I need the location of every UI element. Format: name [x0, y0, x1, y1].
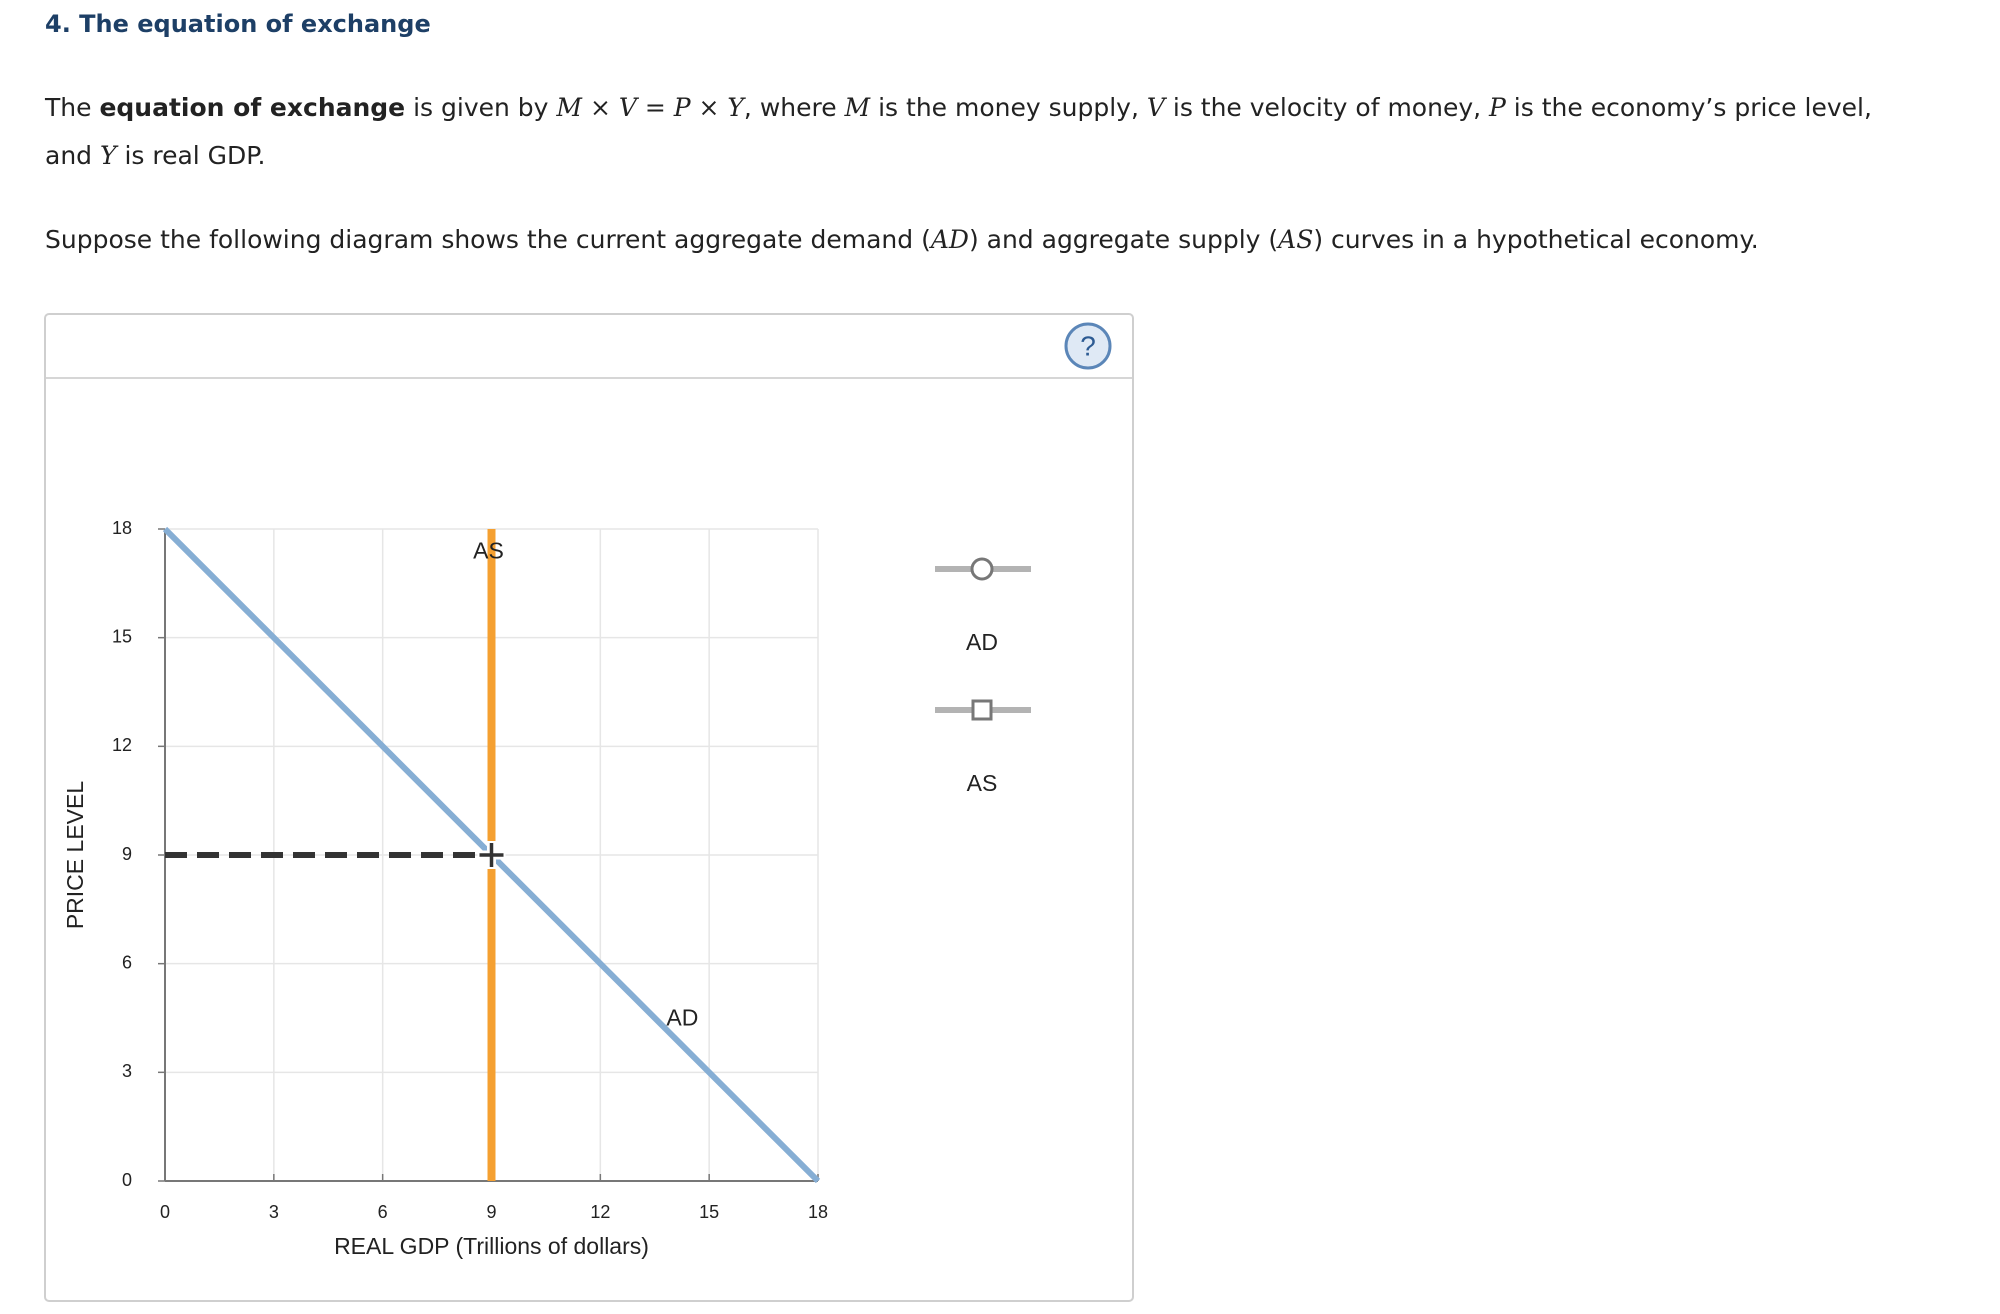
text: is the velocity of money,: [1164, 93, 1490, 122]
paragraph: The equation of exchange is given by M ×…: [45, 84, 1925, 180]
help-icon[interactable]: [1064, 322, 1112, 370]
text: is given by: [405, 93, 557, 122]
y-tick-label: 12: [112, 735, 132, 755]
x-tick-label: 12: [590, 1202, 610, 1222]
bold-text: equation of exchange: [99, 93, 406, 122]
text: is the economy’s price level, and: [45, 93, 1872, 170]
y-tick-label: 6: [122, 952, 132, 972]
x-tick-label: 15: [699, 1202, 719, 1222]
equilibrium-marker: [479, 843, 504, 867]
y-axis-title: PRICE LEVEL: [62, 781, 88, 929]
math: M: [844, 93, 871, 122]
x-axis-title: REAL GDP (Trillions of dollars): [334, 1233, 649, 1259]
text: Suppose the following diagram shows the …: [45, 225, 931, 254]
help-icon-text[interactable]: ?: [1080, 330, 1096, 361]
palette-symbol: [970, 557, 994, 581]
y-tick-label: 0: [122, 1170, 132, 1190]
question-title: 4. The equation of exchange: [45, 10, 431, 38]
palette-tool[interactable]: AS: [935, 699, 1031, 796]
palette-symbol: [971, 699, 993, 721]
text: , where: [743, 93, 845, 122]
text: is real GDP.: [116, 141, 266, 170]
y-tick-label: 3: [122, 1061, 132, 1081]
y-tick-label: 9: [122, 844, 132, 864]
legend-label: AD: [966, 629, 998, 655]
text: is the money supply,: [870, 93, 1147, 122]
x-tick-label: 6: [378, 1202, 388, 1222]
y-tick-label: 15: [112, 626, 132, 646]
curve-label: AD: [666, 1005, 698, 1031]
help-button[interactable]: ?: [1064, 322, 1112, 370]
curve-label: AS: [473, 538, 504, 564]
x-tick-label: 0: [160, 1202, 170, 1222]
math: Y: [99, 141, 117, 170]
text: ) and aggregate supply (: [968, 225, 1279, 254]
x-tick-label: 9: [486, 1202, 496, 1222]
text: The: [45, 93, 100, 122]
math: M × V = P × Y: [556, 93, 744, 122]
paragraph: Suppose the following diagram shows the …: [45, 216, 1925, 264]
x-tick-label: 3: [269, 1202, 279, 1222]
math: AS: [1278, 225, 1314, 254]
x-tick-label: 18: [808, 1202, 828, 1222]
math: AD: [930, 225, 969, 254]
palette-tool[interactable]: AD: [935, 557, 1031, 655]
legend-label: AS: [967, 770, 998, 796]
text: ) curves in a hypothetical economy.: [1313, 225, 1759, 254]
math: P: [1489, 93, 1506, 122]
y-tick-label: 18: [112, 518, 132, 538]
math: V: [1146, 93, 1165, 122]
widget-frame: [44, 313, 1134, 1302]
